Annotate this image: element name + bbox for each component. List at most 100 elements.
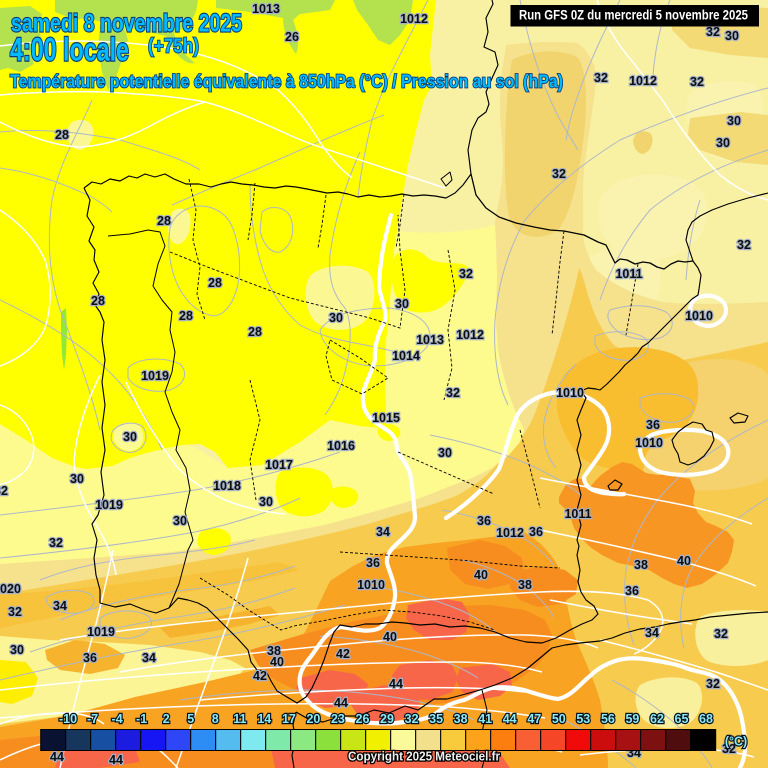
svg-text:-4: -4 <box>112 712 123 726</box>
svg-text:28: 28 <box>91 294 105 308</box>
svg-text:32: 32 <box>8 605 22 619</box>
svg-text:-10: -10 <box>59 712 77 726</box>
svg-text:41: 41 <box>478 712 492 726</box>
svg-text:1020: 1020 <box>0 582 21 596</box>
svg-text:38: 38 <box>267 644 281 658</box>
svg-text:32: 32 <box>737 238 751 252</box>
svg-text:34: 34 <box>142 651 156 665</box>
svg-text:28: 28 <box>157 214 171 228</box>
svg-text:30: 30 <box>438 446 452 460</box>
svg-text:53: 53 <box>576 712 590 726</box>
svg-text:32: 32 <box>405 712 419 726</box>
svg-text:14: 14 <box>257 712 271 726</box>
svg-text:40: 40 <box>270 655 284 669</box>
svg-text:20: 20 <box>306 712 320 726</box>
svg-text:8: 8 <box>212 712 219 726</box>
svg-text:28: 28 <box>208 276 222 290</box>
svg-text:1018: 1018 <box>213 479 241 493</box>
svg-text:1016: 1016 <box>327 439 355 453</box>
svg-text:56: 56 <box>601 712 615 726</box>
svg-text:32: 32 <box>552 167 566 181</box>
svg-text:Température potentielle équiva: Température potentielle équivalente à 85… <box>10 72 563 92</box>
svg-text:30: 30 <box>173 514 187 528</box>
svg-text:32: 32 <box>706 25 720 39</box>
svg-text:-7: -7 <box>87 712 98 726</box>
svg-text:44: 44 <box>503 712 517 726</box>
svg-text:1011: 1011 <box>615 267 642 281</box>
svg-text:36: 36 <box>625 584 639 598</box>
svg-text:30: 30 <box>259 495 273 509</box>
svg-text:4:00 locale: 4:00 locale <box>10 32 129 68</box>
svg-text:28: 28 <box>179 309 193 323</box>
svg-text:62: 62 <box>650 712 664 726</box>
svg-text:(+75h): (+75h) <box>148 36 199 58</box>
svg-text:47: 47 <box>527 712 541 726</box>
svg-text:1019: 1019 <box>87 625 115 639</box>
svg-text:32: 32 <box>714 627 728 641</box>
svg-text:59: 59 <box>625 712 639 726</box>
svg-text:1019: 1019 <box>95 498 123 512</box>
svg-text:1013: 1013 <box>416 333 444 347</box>
svg-text:36: 36 <box>366 556 380 570</box>
svg-text:34: 34 <box>376 525 390 539</box>
svg-text:1012: 1012 <box>400 12 428 26</box>
svg-text:44: 44 <box>389 677 403 691</box>
svg-text:(°C): (°C) <box>725 735 747 749</box>
svg-text:1010: 1010 <box>635 436 663 450</box>
svg-text:68: 68 <box>699 712 713 726</box>
svg-text:2: 2 <box>163 712 170 726</box>
svg-text:35: 35 <box>429 712 443 726</box>
svg-text:1017: 1017 <box>265 458 293 472</box>
svg-text:30: 30 <box>123 430 137 444</box>
svg-text:44: 44 <box>109 753 123 767</box>
svg-text:42: 42 <box>253 669 267 683</box>
svg-text:65: 65 <box>675 712 689 726</box>
svg-text:28: 28 <box>248 325 262 339</box>
svg-text:40: 40 <box>677 554 691 568</box>
svg-text:1011: 1011 <box>564 507 591 521</box>
svg-text:1012: 1012 <box>496 526 524 540</box>
svg-text:38: 38 <box>634 558 648 572</box>
svg-text:30: 30 <box>329 311 343 325</box>
svg-text:30: 30 <box>725 29 739 43</box>
svg-text:32: 32 <box>690 75 704 89</box>
svg-text:28: 28 <box>55 128 69 142</box>
svg-text:32: 32 <box>459 267 473 281</box>
svg-text:29: 29 <box>380 712 394 726</box>
svg-text:26: 26 <box>356 712 370 726</box>
svg-text:26: 26 <box>285 30 299 44</box>
svg-text:17: 17 <box>282 712 296 726</box>
svg-text:42: 42 <box>336 647 350 661</box>
svg-text:32: 32 <box>706 677 720 691</box>
svg-text:samedi 8 novembre 2025: samedi 8 novembre 2025 <box>11 10 242 38</box>
svg-text:30: 30 <box>70 472 84 486</box>
svg-text:32: 32 <box>446 386 460 400</box>
svg-text:23: 23 <box>331 712 345 726</box>
svg-text:34: 34 <box>645 626 659 640</box>
svg-text:32: 32 <box>49 536 63 550</box>
svg-text:30: 30 <box>716 136 730 150</box>
svg-text:40: 40 <box>474 568 488 582</box>
svg-text:44: 44 <box>50 750 64 764</box>
svg-text:38: 38 <box>454 712 468 726</box>
svg-text:1010: 1010 <box>685 309 713 323</box>
svg-text:30: 30 <box>727 114 741 128</box>
svg-text:1015: 1015 <box>372 411 400 425</box>
svg-text:36: 36 <box>529 525 543 539</box>
svg-text:30: 30 <box>395 297 409 311</box>
svg-text:38: 38 <box>518 578 532 592</box>
svg-text:50: 50 <box>552 712 566 726</box>
svg-text:1010: 1010 <box>556 386 584 400</box>
svg-text:34: 34 <box>53 599 67 613</box>
svg-text:32: 32 <box>594 71 608 85</box>
svg-text:32: 32 <box>0 484 8 498</box>
svg-text:1012: 1012 <box>456 328 484 342</box>
svg-text:44: 44 <box>334 696 348 710</box>
svg-text:36: 36 <box>477 514 491 528</box>
svg-text:32: 32 <box>722 742 736 756</box>
svg-text:Copyright 2025 Meteociel.fr: Copyright 2025 Meteociel.fr <box>348 750 500 764</box>
svg-text:1014: 1014 <box>392 349 420 363</box>
svg-text:36: 36 <box>83 651 97 665</box>
svg-text:-1: -1 <box>136 712 147 726</box>
svg-text:11: 11 <box>233 712 246 726</box>
